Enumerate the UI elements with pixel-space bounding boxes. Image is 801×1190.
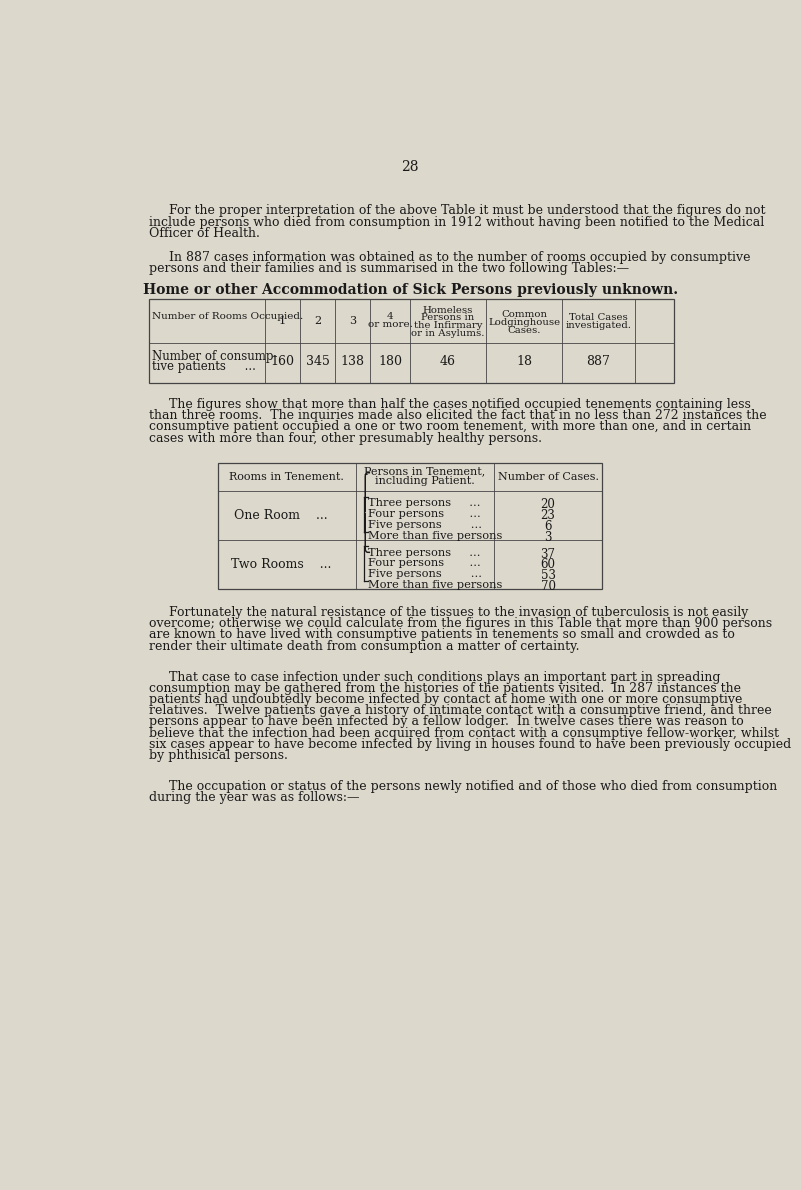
Text: Fortunately the natural resistance of the tissues to the invasion of tuberculosi: Fortunately the natural resistance of th… (149, 606, 748, 619)
Text: 37: 37 (541, 547, 556, 560)
Text: 53: 53 (541, 569, 556, 582)
Text: 20: 20 (541, 499, 556, 512)
Text: during the year was as follows:—: during the year was as follows:— (149, 791, 360, 804)
Text: More than five persons: More than five persons (368, 531, 503, 540)
Text: render their ultimate death from consumption a matter of certainty.: render their ultimate death from consump… (149, 639, 579, 652)
Text: 345: 345 (305, 355, 329, 368)
Text: 70: 70 (541, 580, 556, 593)
Text: six cases appear to have become infected by living in houses found to have been : six cases appear to have become infected… (149, 738, 791, 751)
Text: 3: 3 (348, 317, 356, 326)
Text: That case to case infection under such conditions plays an important part in spr: That case to case infection under such c… (149, 671, 720, 684)
Text: The occupation or status of the persons newly notified and of those who died fro: The occupation or status of the persons … (149, 781, 777, 794)
Text: In 887 cases information was obtained as to the number of rooms occupied by cons: In 887 cases information was obtained as… (149, 251, 751, 264)
Text: 4: 4 (387, 312, 393, 321)
Text: overcome; otherwise we could calculate from the figures in this Table that more : overcome; otherwise we could calculate f… (149, 618, 772, 631)
Text: Number of Cases.: Number of Cases. (497, 471, 598, 482)
Text: 1: 1 (279, 317, 286, 326)
Text: Rooms in Tenement.: Rooms in Tenement. (229, 471, 344, 482)
Text: Persons in Tenement,: Persons in Tenement, (364, 466, 485, 476)
Text: 23: 23 (541, 509, 556, 522)
Text: 3: 3 (545, 531, 552, 544)
Text: Home or other Accommodation of Sick Persons previously unknown.: Home or other Accommodation of Sick Pers… (143, 282, 678, 296)
Text: than three rooms.  The inquiries made also elicited the fact that in no less tha: than three rooms. The inquiries made als… (149, 409, 767, 422)
Bar (218, 463, 602, 589)
Text: Persons in: Persons in (421, 313, 475, 322)
Text: persons appear to have been infected by a fellow lodger.  In twelve cases there : persons appear to have been infected by … (149, 715, 743, 728)
Text: the Infirmary: the Infirmary (414, 321, 482, 330)
Text: Officer of Health.: Officer of Health. (149, 227, 260, 239)
Text: For the proper interpretation of the above Table it must be understood that the : For the proper interpretation of the abo… (149, 205, 766, 218)
Text: Cases.: Cases. (507, 326, 541, 334)
Text: 2: 2 (314, 317, 321, 326)
Text: 6: 6 (545, 520, 552, 533)
Text: 887: 887 (586, 355, 610, 368)
Text: 60: 60 (541, 558, 556, 571)
Text: ⎧
⎪
⎪
⎩: ⎧ ⎪ ⎪ ⎩ (359, 471, 372, 552)
Text: 138: 138 (340, 355, 364, 368)
Text: 28: 28 (401, 159, 419, 174)
Text: One Room    ...: One Room ... (234, 508, 328, 521)
Text: include persons who died from consumption in 1912 without having been notified t: include persons who died from consumptio… (149, 215, 764, 228)
Text: More than five persons: More than five persons (368, 580, 503, 590)
Text: 180: 180 (378, 355, 402, 368)
Text: Four persons       ...: Four persons ... (368, 509, 481, 519)
Text: Total Cases: Total Cases (569, 313, 628, 322)
Text: Number of consump-: Number of consump- (152, 350, 278, 363)
Text: patients had undoubtedly become infected by contact at home with one or more con: patients had undoubtedly become infected… (149, 693, 743, 706)
Text: Lodginghouse: Lodginghouse (488, 318, 560, 327)
Text: The figures show that more than half the cases notified occupied tenements conta: The figures show that more than half the… (149, 397, 751, 411)
Text: investigated.: investigated. (566, 321, 631, 330)
Text: 18: 18 (516, 355, 532, 368)
Text: Four persons       ...: Four persons ... (368, 558, 481, 569)
Text: Five persons        ...: Five persons ... (368, 569, 482, 580)
Bar (149, 300, 674, 383)
Text: Homeless: Homeless (423, 306, 473, 314)
Text: Two Rooms    ...: Two Rooms ... (231, 558, 331, 571)
Text: persons and their families and is summarised in the two following Tables:—: persons and their families and is summar… (149, 263, 629, 275)
Text: Five persons        ...: Five persons ... (368, 520, 482, 530)
Text: relatives.  Twelve patients gave a history of intimate contact with a consumptiv: relatives. Twelve patients gave a histor… (149, 704, 771, 718)
Text: Three persons     ...: Three persons ... (368, 499, 481, 508)
Text: 160: 160 (271, 355, 295, 368)
Text: consumptive patient occupied a one or two room tenement, with more than one, and: consumptive patient occupied a one or tw… (149, 420, 751, 433)
Text: or in Asylums.: or in Asylums. (412, 328, 485, 338)
Text: Common: Common (501, 311, 547, 319)
Text: Three persons     ...: Three persons ... (368, 547, 481, 557)
Text: are known to have lived with consumptive patients in tenements so small and crow: are known to have lived with consumptive… (149, 628, 735, 641)
Text: or more.: or more. (368, 320, 413, 330)
Text: consumption may be gathered from the histories of the patients visited.  In 287 : consumption may be gathered from the his… (149, 682, 741, 695)
Text: cases with more than four, other presumably healthy persons.: cases with more than four, other presuma… (149, 432, 542, 445)
Text: Number of Rooms Occupied.: Number of Rooms Occupied. (152, 312, 304, 321)
Text: 46: 46 (440, 355, 456, 368)
Text: tive patients     ...: tive patients ... (152, 361, 256, 374)
Text: by phthisical persons.: by phthisical persons. (149, 749, 288, 762)
Text: believe that the infection had been acquired from contact with a consumptive fel: believe that the infection had been acqu… (149, 727, 779, 740)
Text: including Patient.: including Patient. (375, 476, 475, 486)
